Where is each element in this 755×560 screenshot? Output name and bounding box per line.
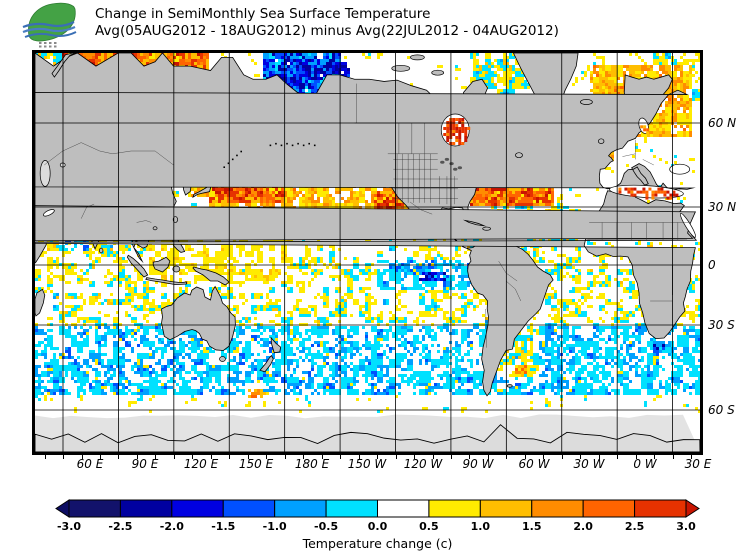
lon-label: 180 E bbox=[294, 457, 330, 471]
minor-tick bbox=[155, 455, 156, 459]
minor-tick bbox=[266, 455, 267, 459]
colorbar-tick-label: -3.0 bbox=[56, 520, 82, 533]
minor-tick bbox=[433, 455, 434, 459]
colorbar-segment bbox=[531, 499, 584, 518]
colorbar-tick-label: 1.0 bbox=[470, 520, 491, 533]
colorbar-tick-label: 3.0 bbox=[676, 520, 696, 533]
minor-tick bbox=[137, 455, 138, 459]
colorbar-tick-label: 0.0 bbox=[367, 520, 388, 533]
colorbar-tick-label: -1.0 bbox=[262, 520, 287, 533]
minor-tick bbox=[322, 455, 323, 459]
minor-tick bbox=[543, 455, 544, 459]
lat-label: 30 S bbox=[708, 318, 735, 332]
colorbar-segment bbox=[634, 499, 687, 518]
minor-tick bbox=[340, 455, 341, 459]
colorbar-tick-label: -2.5 bbox=[108, 520, 133, 533]
lat-label: 0 bbox=[708, 258, 716, 272]
minor-tick bbox=[377, 455, 378, 459]
colorbar-segment bbox=[377, 499, 430, 518]
minor-tick bbox=[229, 455, 230, 459]
colorbar-tick-label: 2.0 bbox=[573, 520, 593, 533]
minor-tick bbox=[396, 455, 397, 459]
minor-tick bbox=[562, 455, 563, 459]
minor-tick bbox=[174, 455, 175, 459]
figure-title: Change in SemiMonthly Sea Surface Temper… bbox=[95, 6, 431, 22]
lat-label: 60 N bbox=[708, 116, 737, 130]
colorbar-tick-label: 0.5 bbox=[419, 520, 439, 533]
map-frame bbox=[32, 50, 703, 455]
lon-label: 150 W bbox=[347, 457, 387, 471]
colorbar-caption: Temperature change (c) bbox=[302, 536, 453, 551]
colorbar-segment bbox=[325, 499, 379, 518]
world-sst-anomaly-map bbox=[35, 53, 700, 452]
colorbar-segment bbox=[428, 499, 481, 518]
minor-tick bbox=[359, 455, 360, 459]
minor-tick bbox=[506, 455, 507, 459]
minor-tick bbox=[100, 455, 101, 459]
lon-label: 150 E bbox=[238, 457, 274, 471]
colorbar-tick-label: 1.5 bbox=[522, 520, 542, 533]
colorbar-left-arrow bbox=[55, 499, 70, 518]
minor-tick bbox=[414, 455, 415, 459]
colorbar-segment bbox=[68, 499, 121, 518]
minor-tick bbox=[599, 455, 600, 459]
minor-tick bbox=[192, 455, 193, 459]
colorbar-tick-label: -1.5 bbox=[211, 520, 236, 533]
colorbar-segment bbox=[222, 499, 276, 518]
wave-line-icon bbox=[22, 21, 75, 29]
colorbar-segment bbox=[119, 499, 173, 518]
lon-label: 90 E bbox=[131, 457, 159, 471]
lon-label: 30 E bbox=[684, 457, 712, 471]
lon-label: 120 W bbox=[403, 457, 443, 471]
minor-tick bbox=[654, 455, 655, 459]
minor-tick bbox=[118, 455, 119, 459]
minor-tick bbox=[525, 455, 526, 459]
figure-subtitle: Avg(05AUG2012 - 18AUG2012) minus Avg(22J… bbox=[95, 23, 559, 39]
lon-label: 90 W bbox=[462, 457, 494, 471]
lon-label: 60 W bbox=[518, 457, 550, 471]
minor-tick bbox=[82, 455, 83, 459]
colorbar-tick-label: -2.0 bbox=[159, 520, 184, 533]
minor-tick bbox=[636, 455, 637, 459]
lon-label: 0 W bbox=[633, 457, 657, 471]
colorbar-tick-label: 2.5 bbox=[624, 520, 645, 533]
colorbar-segment bbox=[479, 499, 533, 518]
minor-tick bbox=[285, 455, 286, 459]
colorbar-segment bbox=[171, 499, 224, 518]
minor-tick bbox=[211, 455, 212, 459]
minor-tick bbox=[63, 455, 64, 459]
wave-line-icon bbox=[24, 31, 77, 38]
minor-tick bbox=[580, 455, 581, 459]
minor-tick bbox=[691, 455, 692, 459]
minor-tick bbox=[488, 455, 489, 459]
lat-label: 60 S bbox=[708, 403, 735, 417]
minor-tick bbox=[45, 455, 46, 459]
minor-tick bbox=[469, 455, 470, 459]
minor-tick bbox=[303, 455, 304, 459]
colorbar-tick-label: -0.5 bbox=[314, 520, 339, 533]
lat-label: 30 N bbox=[708, 200, 737, 214]
minor-tick bbox=[617, 455, 618, 459]
figure-titles: Change in SemiMonthly Sea Surface Temper… bbox=[95, 6, 559, 40]
wave-line-icon bbox=[22, 25, 76, 34]
colorbar-right-arrow bbox=[685, 499, 700, 518]
colorbar-segment bbox=[274, 499, 327, 518]
temperature-colorbar bbox=[55, 499, 700, 518]
colorbar-segment bbox=[582, 499, 636, 518]
minor-tick bbox=[673, 455, 674, 459]
lon-label: 30 W bbox=[573, 457, 605, 471]
lon-label: 60 E bbox=[76, 457, 104, 471]
logo-caption-marks bbox=[39, 42, 57, 48]
minor-tick bbox=[248, 455, 249, 459]
agency-leaf-wave-logo bbox=[22, 2, 77, 48]
lon-label: 120 E bbox=[183, 457, 219, 471]
minor-tick bbox=[451, 455, 452, 459]
